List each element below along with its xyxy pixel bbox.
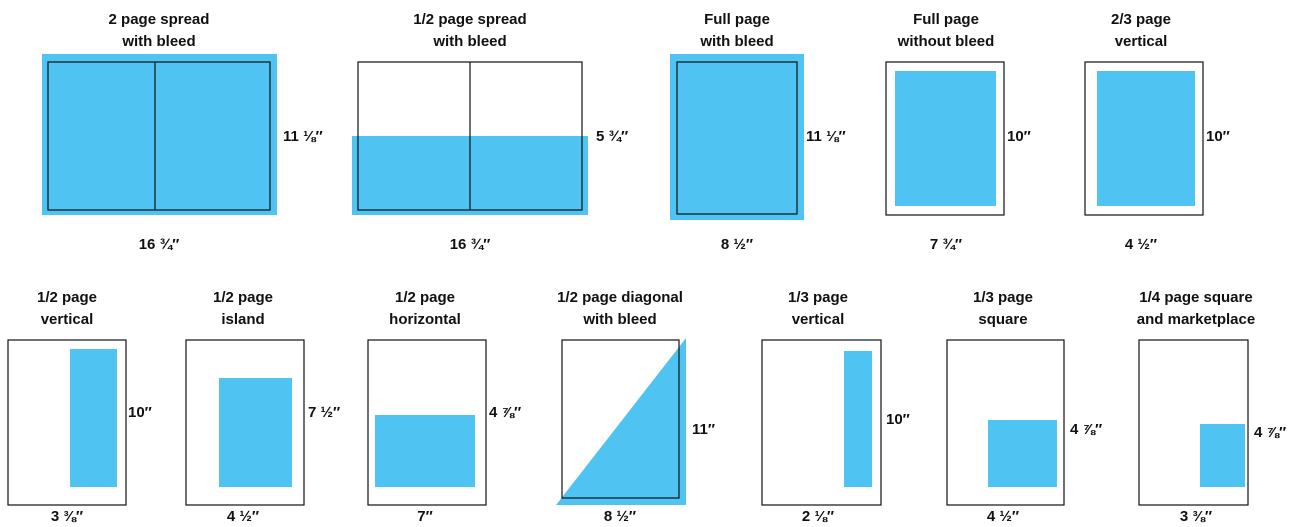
- height-label: 7 ½″: [308, 404, 340, 421]
- page-frame: [561, 339, 680, 499]
- page-frame: [761, 339, 882, 506]
- width-label: 8 ½″: [604, 508, 636, 525]
- page-frame: [367, 339, 487, 506]
- width-label: 7 ¾″: [930, 236, 962, 253]
- ad-area: [42, 54, 277, 215]
- ad-title: vertical: [792, 311, 845, 328]
- ad-area: [375, 415, 475, 487]
- ad-title: 2/3 page: [1111, 11, 1171, 28]
- height-label: 4 ⅞″: [1254, 424, 1286, 441]
- ad-title: Full page: [704, 11, 770, 28]
- ad-title: Full page: [913, 11, 979, 28]
- page-frame: [885, 61, 1005, 216]
- page-frame: [1138, 339, 1249, 506]
- width-label: 4 ½″: [987, 508, 1019, 525]
- page-frame: [1084, 61, 1204, 216]
- page-frame: [47, 61, 271, 211]
- page-frame: [185, 339, 305, 506]
- ad-area: [219, 378, 292, 487]
- height-label: 11″: [692, 421, 715, 438]
- ad-title: 1/2 page diagonal: [557, 289, 683, 306]
- height-label: 10″: [128, 404, 152, 421]
- ad-area: [895, 71, 996, 206]
- height-label: 11 ⅛″: [283, 128, 323, 145]
- ad-area: [1200, 424, 1245, 487]
- ad-title: 1/2 page: [37, 289, 97, 306]
- ad-title: with bleed: [699, 33, 773, 50]
- ad-title: island: [221, 311, 264, 328]
- ad-title: and marketplace: [1137, 311, 1255, 328]
- page-frame: [946, 339, 1065, 506]
- ad-title: 1/4 page square: [1139, 289, 1252, 306]
- ad-title: 2 page spread: [109, 11, 210, 28]
- width-label: 2 ⅛″: [802, 508, 834, 525]
- width-label: 4 ½″: [227, 508, 259, 525]
- ad-area: [670, 54, 804, 220]
- ad-title: vertical: [1115, 33, 1168, 50]
- height-label: 4 ⅞″: [489, 404, 521, 421]
- ad-area: [988, 420, 1057, 487]
- height-label: 11 ⅛″: [806, 128, 846, 145]
- width-label: 8 ½″: [721, 236, 753, 253]
- height-label: 10″: [1007, 128, 1031, 145]
- page-frame: [676, 61, 798, 215]
- width-label: 16 ¾″: [139, 236, 180, 253]
- ad-title: 1/3 page: [788, 289, 848, 306]
- ad-area: [70, 349, 117, 487]
- ad-title: with bleed: [582, 311, 656, 328]
- ad-area: [556, 338, 686, 505]
- page-frame: [7, 339, 127, 506]
- height-label: 4 ⅞″: [1070, 421, 1102, 438]
- height-label: 5 ¾″: [596, 128, 628, 145]
- ad-title: without bleed: [897, 33, 995, 50]
- ad-title: 1/2 page spread: [413, 11, 526, 28]
- width-label: 3 ⅜″: [1180, 508, 1212, 525]
- height-label: 10″: [1206, 128, 1230, 145]
- ad-title: 1/2 page: [213, 289, 273, 306]
- ad-area: [1097, 71, 1195, 206]
- ad-title: 1/2 page: [395, 289, 455, 306]
- ad-title: 1/3 page: [973, 289, 1033, 306]
- ad-title: with bleed: [432, 33, 506, 50]
- width-label: 3 ⅜″: [51, 508, 83, 525]
- ad-title: with bleed: [121, 33, 195, 50]
- ad-title: horizontal: [389, 311, 461, 328]
- ad-area: [844, 351, 872, 487]
- ad-title: square: [978, 311, 1027, 328]
- width-label: 4 ½″: [1125, 236, 1157, 253]
- width-label: 7″: [417, 508, 433, 525]
- ad-title: vertical: [41, 311, 94, 328]
- width-label: 16 ¾″: [450, 236, 491, 253]
- height-label: 10″: [886, 411, 910, 428]
